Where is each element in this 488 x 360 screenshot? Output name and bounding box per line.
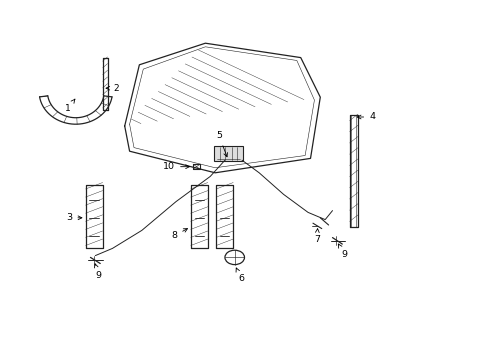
- Text: 6: 6: [236, 268, 244, 283]
- Text: 9: 9: [338, 244, 347, 259]
- Text: 4: 4: [357, 112, 374, 121]
- Text: 7: 7: [313, 229, 319, 244]
- Text: 8: 8: [171, 229, 187, 240]
- Text: 2: 2: [106, 84, 119, 93]
- Text: 5: 5: [216, 131, 227, 157]
- FancyBboxPatch shape: [214, 146, 243, 161]
- Text: 9: 9: [94, 264, 102, 280]
- Text: 3: 3: [66, 213, 81, 222]
- Text: 10: 10: [163, 162, 189, 171]
- Text: 1: 1: [64, 99, 75, 113]
